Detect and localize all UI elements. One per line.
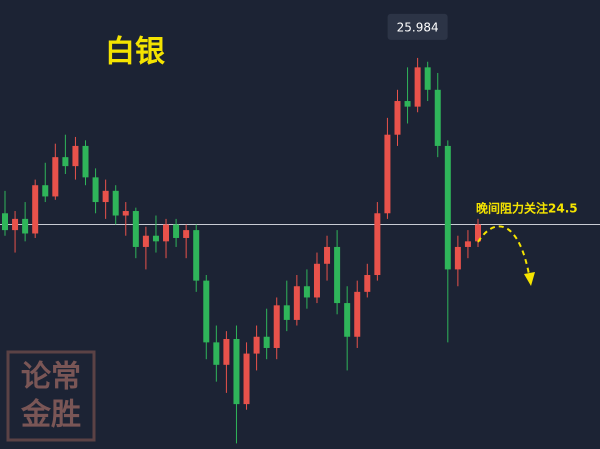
candle-body bbox=[394, 101, 401, 135]
watermark: 金胜 bbox=[20, 398, 81, 433]
candle-body bbox=[193, 230, 200, 281]
candle-body bbox=[223, 338, 230, 365]
candle-body bbox=[102, 190, 109, 203]
candle-body bbox=[293, 286, 300, 320]
peak-label: 25.984 bbox=[397, 20, 439, 34]
candle-body bbox=[92, 177, 99, 203]
candle-body bbox=[62, 157, 69, 167]
peak-label-box bbox=[387, 13, 448, 40]
candle-body bbox=[183, 230, 190, 238]
candle-body bbox=[152, 235, 159, 242]
arrow bbox=[477, 225, 531, 281]
candle-body bbox=[72, 145, 79, 167]
candle-body bbox=[163, 224, 170, 242]
candle-body bbox=[424, 67, 431, 90]
candle-body bbox=[42, 185, 49, 197]
candle-body bbox=[313, 263, 320, 298]
candle-body bbox=[52, 157, 59, 197]
candle-body bbox=[404, 101, 411, 107]
annotation: 晚间阻力关注24.5 bbox=[476, 201, 578, 216]
candle-body bbox=[434, 89, 441, 146]
chart-title: 白银 bbox=[105, 35, 165, 70]
candle-body bbox=[283, 305, 290, 320]
candle-body bbox=[82, 145, 89, 178]
candle-body bbox=[444, 145, 451, 270]
candle-body bbox=[122, 211, 129, 216]
candle-body bbox=[334, 246, 341, 304]
candle-body bbox=[233, 338, 240, 405]
candle-body bbox=[464, 241, 471, 247]
candle-body bbox=[364, 275, 371, 292]
candle-body bbox=[454, 246, 461, 270]
candle-body bbox=[374, 213, 381, 276]
candle-body bbox=[273, 305, 280, 348]
candle-body bbox=[475, 224, 481, 242]
candle-body bbox=[324, 246, 331, 264]
candle-body bbox=[354, 291, 361, 337]
watermark: 论常 bbox=[21, 360, 81, 395]
arrow-head bbox=[524, 272, 535, 286]
candle-body bbox=[253, 336, 260, 354]
candle-body bbox=[414, 67, 421, 107]
candle-body bbox=[142, 235, 149, 247]
candle-body bbox=[173, 224, 180, 238]
candle-body bbox=[213, 342, 220, 365]
candle-body bbox=[263, 336, 270, 348]
candle-body bbox=[12, 218, 19, 231]
plot bbox=[0, 57, 600, 444]
candle-body bbox=[22, 218, 29, 234]
candle-body bbox=[344, 303, 351, 337]
candle-body bbox=[203, 280, 210, 343]
candle-body bbox=[243, 353, 250, 405]
candle-body bbox=[112, 190, 119, 216]
candle-body bbox=[2, 213, 8, 231]
candle-body bbox=[303, 286, 310, 298]
watermark-frame bbox=[6, 350, 96, 442]
candle-body bbox=[384, 134, 391, 214]
candle-body bbox=[32, 185, 39, 234]
candle-body bbox=[132, 211, 139, 247]
